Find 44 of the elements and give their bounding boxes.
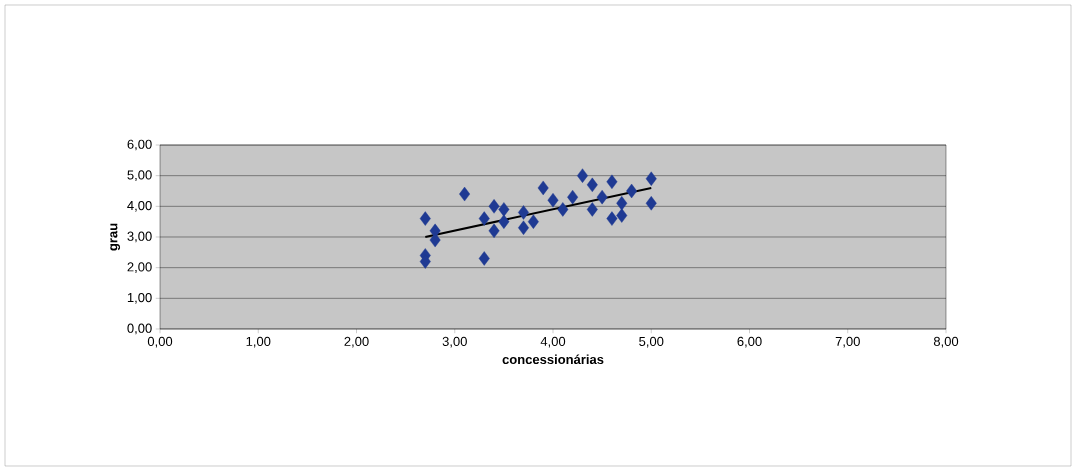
point: [419, 211, 431, 226]
point: [498, 214, 510, 229]
y-tick-label: 1,00: [127, 292, 152, 304]
point: [586, 202, 598, 217]
point: [586, 177, 598, 193]
point: [518, 205, 529, 220]
x-tick-label: 1,00: [246, 336, 271, 348]
x-tick-label: 5,00: [639, 336, 664, 348]
x-tick-label: 3,00: [442, 336, 467, 348]
point: [606, 211, 618, 226]
x-tick-label: 4,00: [540, 336, 566, 348]
y-axis-title: grau: [110, 223, 121, 251]
point: [527, 214, 539, 229]
point: [616, 196, 628, 211]
x-tick-label: 7,00: [835, 336, 860, 348]
point: [606, 174, 618, 189]
point: [626, 183, 638, 199]
point: [498, 202, 510, 217]
point: [478, 251, 490, 266]
point: [567, 189, 579, 205]
x-tick-label: 6,00: [737, 336, 762, 348]
point: [537, 180, 549, 196]
x-axis-title: concessionárias: [502, 354, 604, 365]
x-tick-label: 0,00: [147, 336, 173, 348]
y-tick-label: 3,00: [127, 231, 152, 243]
x-tick-label: 2,00: [344, 336, 369, 348]
point: [488, 223, 500, 239]
point: [547, 193, 559, 208]
point: [645, 171, 657, 186]
point: [488, 199, 500, 214]
y-tick-label: 0,00: [127, 323, 152, 335]
point: [645, 196, 657, 211]
y-tick-label: 4,00: [127, 200, 152, 212]
point: [557, 202, 569, 217]
x-tick-label: 8,00: [933, 336, 959, 348]
y-tick-label: 6,00: [127, 139, 152, 151]
point: [518, 220, 529, 235]
point: [577, 168, 588, 183]
point: [616, 208, 628, 223]
point: [596, 189, 608, 205]
y-tick-label: 5,00: [127, 170, 152, 182]
point: [459, 186, 471, 202]
point: [478, 211, 490, 226]
y-tick-label: 2,00: [127, 262, 152, 274]
